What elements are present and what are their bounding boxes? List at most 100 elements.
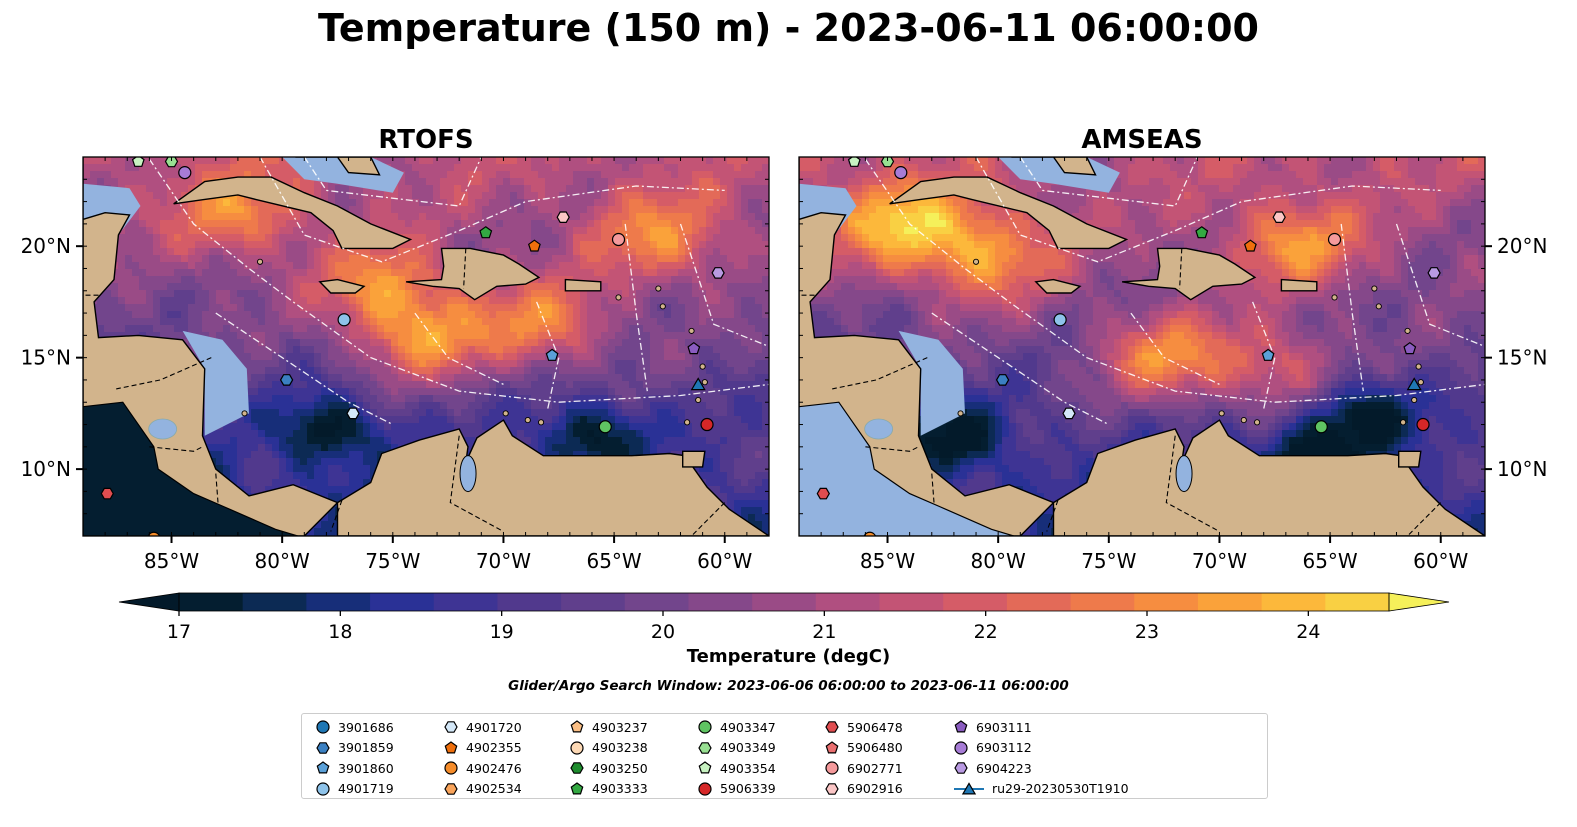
platform-marker	[147, 531, 161, 536]
island	[1411, 396, 1418, 404]
island	[957, 410, 964, 417]
island	[615, 294, 622, 301]
land-bahamas	[295, 157, 381, 176]
legend-hexagon-icon	[316, 741, 330, 754]
colorbar-segment	[561, 593, 626, 611]
land-puertoRico	[1280, 278, 1318, 292]
lake-nicaragua	[148, 418, 178, 440]
colorbar-tick-label: 22	[974, 621, 998, 643]
platform-marker	[880, 157, 895, 168]
legend-item: 4903354	[698, 759, 776, 777]
legend-hexagon-icon	[570, 762, 584, 774]
colorbar-extend-max	[1388, 592, 1450, 612]
map-panel-rtofs: RTOFS 85°W 80°W 75°W 70°W 65°W 60°W 10°N 15°N 20°…	[21, 125, 770, 573]
colorbar-segment	[1006, 593, 1072, 611]
eez-boundary	[1395, 223, 1485, 348]
eez-boundary	[679, 223, 769, 348]
legend-label: 3901859	[338, 740, 394, 755]
country-border	[330, 500, 343, 532]
pacific-ocean-edge	[799, 401, 1014, 536]
legend-item: 4903250	[570, 759, 648, 777]
eez-boundary	[975, 157, 1441, 263]
island	[538, 419, 545, 426]
legend-label: ru29-20230530T1910	[992, 781, 1129, 796]
x-tick-label: 75°W	[1081, 549, 1136, 573]
legend-label: 5906339	[720, 781, 776, 796]
colorbar-segment	[943, 593, 1008, 611]
eez-boundary	[414, 312, 504, 385]
legend-hexagon-icon	[954, 762, 968, 774]
y-tick-label: 15°N	[1497, 346, 1547, 370]
legend-marker	[316, 761, 330, 774]
x-tick-label: 60°W	[1413, 549, 1468, 573]
colorbar-tick-label: 19	[490, 621, 514, 643]
island	[1417, 379, 1424, 386]
legend-marker	[570, 740, 584, 755]
platform-legend: 3901686 3901859 3901860 4901719 4901720 49023…	[301, 713, 1268, 799]
colorbar-segment	[752, 593, 817, 611]
legend-pentagon-icon	[954, 720, 968, 733]
platform-marker	[1272, 211, 1286, 223]
legend-label: 3901686	[338, 719, 394, 735]
legend-circle-icon	[825, 761, 839, 775]
pacific-ocean-edge	[83, 401, 298, 536]
platform-marker	[700, 417, 714, 432]
x-tick-label: 70°W	[1192, 549, 1247, 573]
colorbar-segment	[879, 593, 944, 611]
legend-marker	[954, 762, 968, 774]
land-jamaica	[1034, 278, 1082, 294]
platform-marker	[711, 267, 725, 279]
island	[701, 379, 708, 386]
x-tick-label: 75°W	[365, 549, 420, 573]
platform-marker	[545, 348, 559, 361]
land-cuba	[889, 176, 1129, 250]
legend-label: 4903237	[592, 719, 648, 735]
country-border	[215, 473, 219, 503]
legend-label: 6903112	[976, 740, 1032, 755]
legend-hexagon-icon	[444, 721, 458, 733]
legend-marker	[444, 782, 458, 795]
x-tick-label: 60°W	[697, 549, 752, 573]
glider-marker	[1406, 377, 1422, 391]
legend-item: 5906339	[698, 780, 776, 798]
legend-item: 4902534	[444, 780, 522, 798]
colorbar-segment	[179, 593, 244, 611]
legend-hexagon-icon	[444, 782, 458, 795]
panel-title: RTOFS	[378, 125, 473, 155]
shelf-nicaragua	[898, 330, 965, 436]
colorbar-segment	[624, 593, 690, 611]
glider-marker	[690, 377, 706, 391]
legend-marker	[570, 762, 584, 774]
country-border	[865, 446, 919, 452]
x-tick-label: 80°W	[971, 549, 1026, 573]
legend-item: 4903237	[570, 718, 648, 736]
x-tick-label: 85°W	[144, 549, 199, 573]
island	[241, 410, 248, 417]
island	[1404, 327, 1411, 334]
colorbar: 17 18 19 20 21 22 23 24	[118, 592, 1450, 643]
legend-label: 5906478	[847, 719, 903, 735]
platform-marker	[1195, 226, 1209, 239]
island	[972, 258, 980, 265]
legend-item: 4903238	[570, 739, 648, 757]
legend-marker	[954, 720, 968, 733]
platform-marker	[847, 157, 861, 167]
legend-pentagon-icon	[570, 781, 584, 794]
land-southAmerica	[1052, 419, 1485, 536]
shelf-nicaragua	[182, 330, 249, 436]
platform-marker	[131, 157, 145, 167]
island	[1331, 294, 1338, 301]
legend-marker	[570, 781, 584, 794]
y-tick-label: 20°N	[1497, 234, 1547, 258]
colorbar-segment	[242, 593, 307, 611]
legend-item: 4902476	[444, 759, 522, 777]
legend-item: 4903333	[570, 780, 648, 798]
colorbar-segment	[1070, 593, 1135, 611]
platform-marker	[479, 226, 493, 239]
island	[1218, 410, 1225, 417]
figure-title: Temperature (150 m) - 2023-06-11 06:00:0…	[317, 6, 1259, 50]
platform-marker	[1062, 407, 1076, 420]
legend-item: 3901686	[316, 718, 394, 736]
island	[1254, 419, 1261, 426]
legend-label: 4902476	[466, 760, 522, 776]
